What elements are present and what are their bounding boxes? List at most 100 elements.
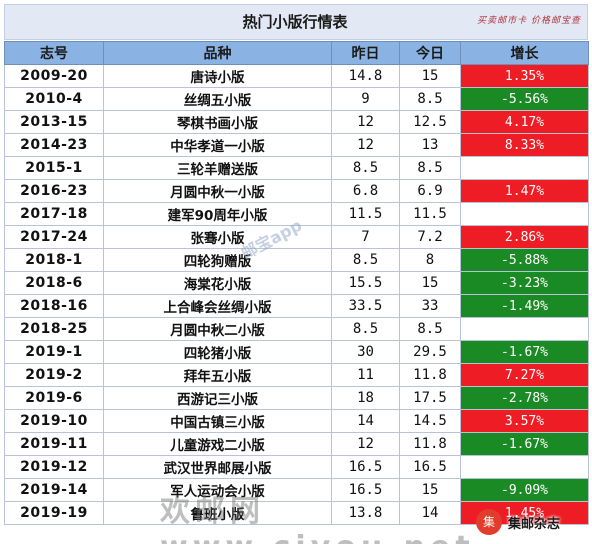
cell-growth: -5.56% [460,87,589,111]
cell-growth: -1.49% [460,294,589,318]
cell-name: 月圆中秋一小版 [103,179,332,203]
table-row: 2018-1 四轮狗赠版 8.5 8 -5.88% [4,248,589,272]
cell-id: 2015-1 [4,156,104,180]
cell-name: 儿童游戏二小版 [103,432,332,456]
table-row: 2019-19 鲁班小版 13.8 14 1.45% [4,501,589,525]
cell-name: 建军90周年小版 [103,202,332,226]
header-row: 志号 品种 昨日 今日 增长 [4,41,589,65]
cell-id: 2017-18 [4,202,104,226]
cell-name: 中国古镇三小版 [103,409,332,433]
cell-name: 张骞小版 [103,225,332,249]
cell-growth: -3.23% [460,271,589,295]
cell-today: 12.5 [399,110,461,134]
cell-id: 2018-6 [4,271,104,295]
cell-prev: 16.5 [331,478,400,502]
cell-id: 2019-19 [4,501,104,525]
cell-prev: 7 [331,225,400,249]
cell-prev: 30 [331,340,400,364]
table-row: 2018-25 月圆中秋二小版 8.5 8.5 [4,317,589,341]
cell-today: 15 [399,478,461,502]
cell-today: 15 [399,64,461,88]
table-row: 2017-24 张骞小版 7 7.2 2.86% [4,225,589,249]
cell-id: 2010-4 [4,87,104,111]
cell-name: 琴棋书画小版 [103,110,332,134]
table-row: 2018-6 海棠花小版 15.5 15 -3.23% [4,271,589,295]
cell-id: 2019-2 [4,363,104,387]
cell-today: 13 [399,133,461,157]
cell-id: 2019-12 [4,455,104,479]
cell-today: 11.8 [399,363,461,387]
cell-today: 29.5 [399,340,461,364]
cell-growth: -5.88% [460,248,589,272]
cell-today: 11.8 [399,432,461,456]
cell-growth [460,455,589,479]
cell-name: 上合峰会丝绸小版 [103,294,332,318]
cell-prev: 16.5 [331,455,400,479]
cell-prev: 15.5 [331,271,400,295]
table-row: 2019-2 拜年五小版 11 11.8 7.27% [4,363,589,387]
cell-prev: 8.5 [331,248,400,272]
cell-name: 中华孝道一小版 [103,133,332,157]
cell-name: 三轮羊赠送版 [103,156,332,180]
price-table: 志号 品种 昨日 今日 增长 2009-20 唐诗小版 14.8 15 1.35% 201… [4,41,589,525]
cell-today: 8.5 [399,87,461,111]
cell-prev: 11 [331,363,400,387]
cell-today: 14 [399,501,461,525]
cell-id: 2018-1 [4,248,104,272]
table-row: 2019-11 儿童游戏二小版 12 11.8 -1.67% [4,432,589,456]
cell-id: 2013-15 [4,110,104,134]
cell-name: 月圆中秋二小版 [103,317,332,341]
cell-prev: 11.5 [331,202,400,226]
cell-id: 2018-16 [4,294,104,318]
cell-prev: 14 [331,409,400,433]
table-row: 2015-1 三轮羊赠送版 8.5 8.5 [4,156,589,180]
table-row: 2019-14 军人运动会小版 16.5 15 -9.09% [4,478,589,502]
cell-name: 西游记三小版 [103,386,332,410]
cell-id: 2019-10 [4,409,104,433]
table-row: 2010-4 丝绸五小版 9 8.5 -5.56% [4,87,589,111]
cell-id: 2019-11 [4,432,104,456]
cell-id: 2019-1 [4,340,104,364]
table-row: 2018-16 上合峰会丝绸小版 33.5 33 -1.49% [4,294,589,318]
publisher-label: 集邮杂志 [508,516,561,532]
cell-growth: 3.57% [460,409,589,433]
cell-today: 6.9 [399,179,461,203]
cell-prev: 9 [331,87,400,111]
column-header-name: 品种 [103,41,332,65]
cell-growth: -2.78% [460,386,589,410]
cell-growth [460,202,589,226]
cell-growth: 7.27% [460,363,589,387]
cell-name: 军人运动会小版 [103,478,332,502]
cell-id: 2009-20 [4,64,104,88]
cell-today: 33 [399,294,461,318]
table-row: 2019-12 武汉世界邮展小版 16.5 16.5 [4,455,589,479]
cell-name: 武汉世界邮展小版 [103,455,332,479]
cell-today: 11.5 [399,202,461,226]
cell-prev: 13.8 [331,501,400,525]
cell-name: 四轮猪小版 [103,340,332,364]
cell-id: 2018-25 [4,317,104,341]
cell-prev: 12 [331,133,400,157]
cell-today: 7.2 [399,225,461,249]
table-row: 2017-18 建军90周年小版 11.5 11.5 [4,202,589,226]
cell-prev: 14.8 [331,64,400,88]
cell-growth: 4.17% [460,110,589,134]
publisher-logo-icon: 集 [476,509,502,535]
cell-today: 8.5 [399,317,461,341]
cell-today: 17.5 [399,386,461,410]
table-body: 2009-20 唐诗小版 14.8 15 1.35% 2010-4 丝绸五小版 9 8.5 -5.… [4,64,589,525]
cell-growth: -1.67% [460,432,589,456]
cell-id: 2019-6 [4,386,104,410]
cell-today: 8 [399,248,461,272]
cell-name: 鲁班小版 [103,501,332,525]
cell-growth: -9.09% [460,478,589,502]
cell-growth: 1.35% [460,64,589,88]
seal-stamp: 买卖邮市卡 价格邮宝查 [477,16,581,26]
cell-prev: 12 [331,110,400,134]
cell-growth [460,156,589,180]
cell-id: 2017-24 [4,225,104,249]
cell-prev: 33.5 [331,294,400,318]
table-row: 2019-6 西游记三小版 18 17.5 -2.78% [4,386,589,410]
column-header-id: 志号 [4,41,104,65]
